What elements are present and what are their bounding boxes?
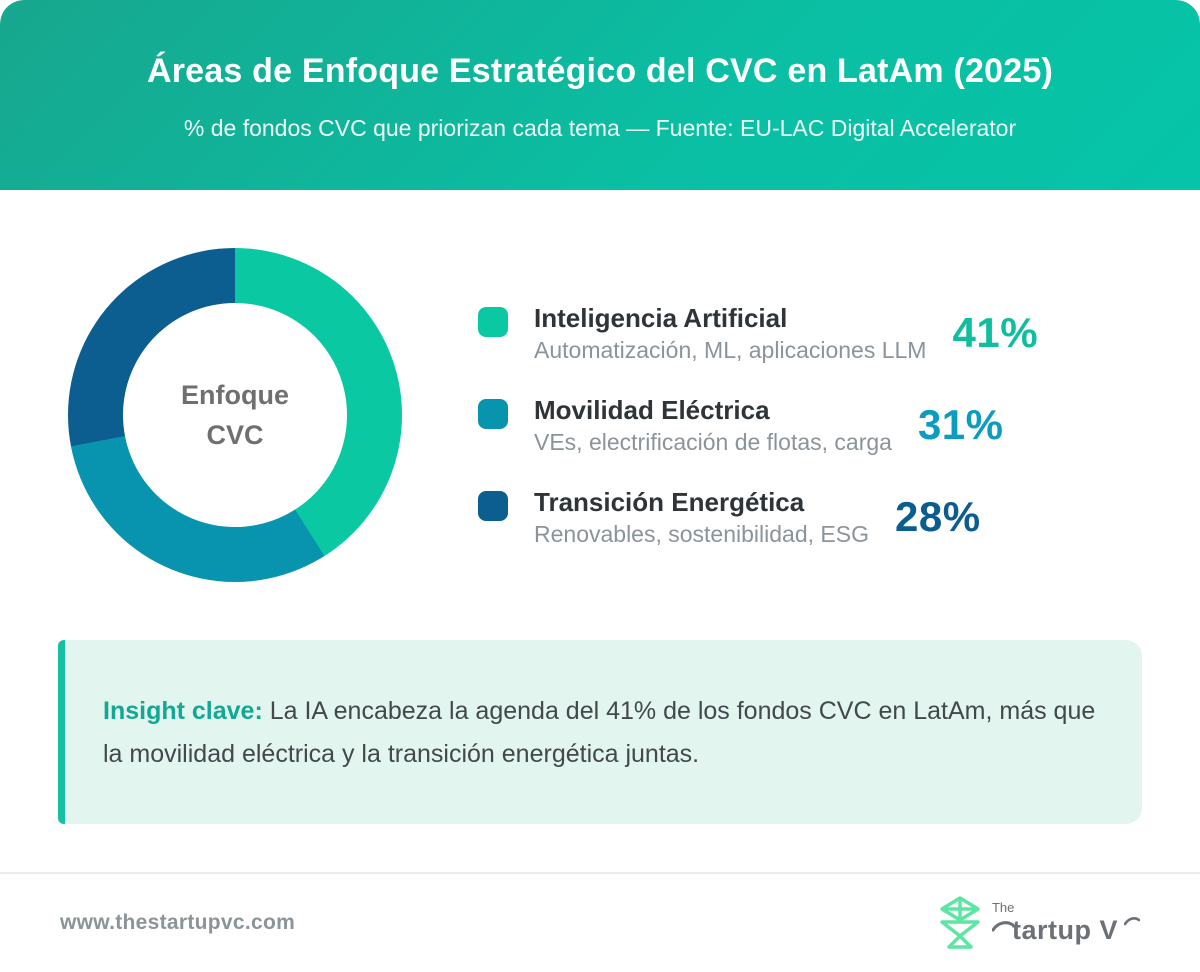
brand-text-block: The tartup V (991, 900, 1140, 945)
brand-main-row: tartup V (991, 915, 1140, 945)
legend-item-label: Transición Energética (534, 487, 805, 517)
legend-item-inteligencia-artificial: Inteligencia Artificial Automatización, … (478, 302, 1038, 364)
legend-item-movilidad-electrica: Movilidad Eléctrica VEs, electrificación… (478, 394, 1038, 456)
legend-item-sublabel: Renovables, sostenibilidad, ESG (534, 521, 869, 547)
insight-label: Insight clave: (103, 697, 263, 725)
legend-item-sublabel: VEs, electrificación de flotas, carga (534, 429, 892, 455)
page-title: Áreas de Enfoque Estratégico del CVC en … (147, 52, 1053, 90)
brand-main-text: tartup V (1011, 915, 1118, 945)
legend-swatch-icon (478, 307, 508, 337)
legend-swatch-icon (478, 491, 508, 521)
legend-item-label: Movilidad Eléctrica (534, 395, 770, 425)
donut-center: Enfoque CVC (123, 303, 347, 527)
header-band: Áreas de Enfoque Estratégico del CVC en … (0, 0, 1200, 190)
legend-item-sublabel: Automatización, ML, aplicaciones LLM (534, 337, 927, 363)
donut-center-line1: Enfoque (181, 380, 289, 410)
legend-item-transicion-energetica: Transición Energética Renovables, sosten… (478, 486, 1038, 548)
brand-logo-icon (940, 896, 980, 949)
insight-body: La IA encabeza la agenda del 41% de los … (103, 697, 1096, 768)
legend-item-value: 31% (917, 401, 1004, 448)
chart-legend: Inteligencia Artificial Automatización, … (478, 302, 1038, 548)
brand-top-text: The (991, 900, 1015, 915)
legend-text-block: Transición Energética Renovables, sosten… (534, 486, 869, 548)
brand-logo: The tartup V (938, 895, 1140, 951)
legend-text-block: Inteligencia Artificial Automatización, … (534, 302, 926, 364)
brand-swoosh-right-icon (1124, 917, 1140, 926)
insight-callout: Insight clave: La IA encabeza la agenda … (58, 640, 1142, 824)
chart-section: Enfoque CVC Inteligencia Artificial Auto… (0, 190, 1200, 640)
donut-center-label: Enfoque CVC (181, 375, 289, 455)
donut-center-line2: CVC (206, 420, 264, 450)
legend-item-value: 28% (894, 493, 981, 540)
website-url: www.thestartupvc.com (60, 911, 296, 934)
legend-swatch-icon (478, 399, 508, 429)
legend-item-label: Inteligencia Artificial (534, 303, 788, 333)
insight-text: Insight clave: La IA encabeza la agenda … (103, 690, 1102, 776)
page-subtitle: % de fondos CVC que priorizan cada tema … (183, 115, 1017, 141)
legend-item-value: 41% (952, 309, 1039, 356)
legend-text-block: Movilidad Eléctrica VEs, electrificación… (534, 394, 892, 456)
donut-chart: Enfoque CVC (68, 248, 402, 582)
brand-swoosh-left-icon (991, 921, 1014, 932)
footer: www.thestartupvc.com The tartup V (0, 872, 1200, 972)
